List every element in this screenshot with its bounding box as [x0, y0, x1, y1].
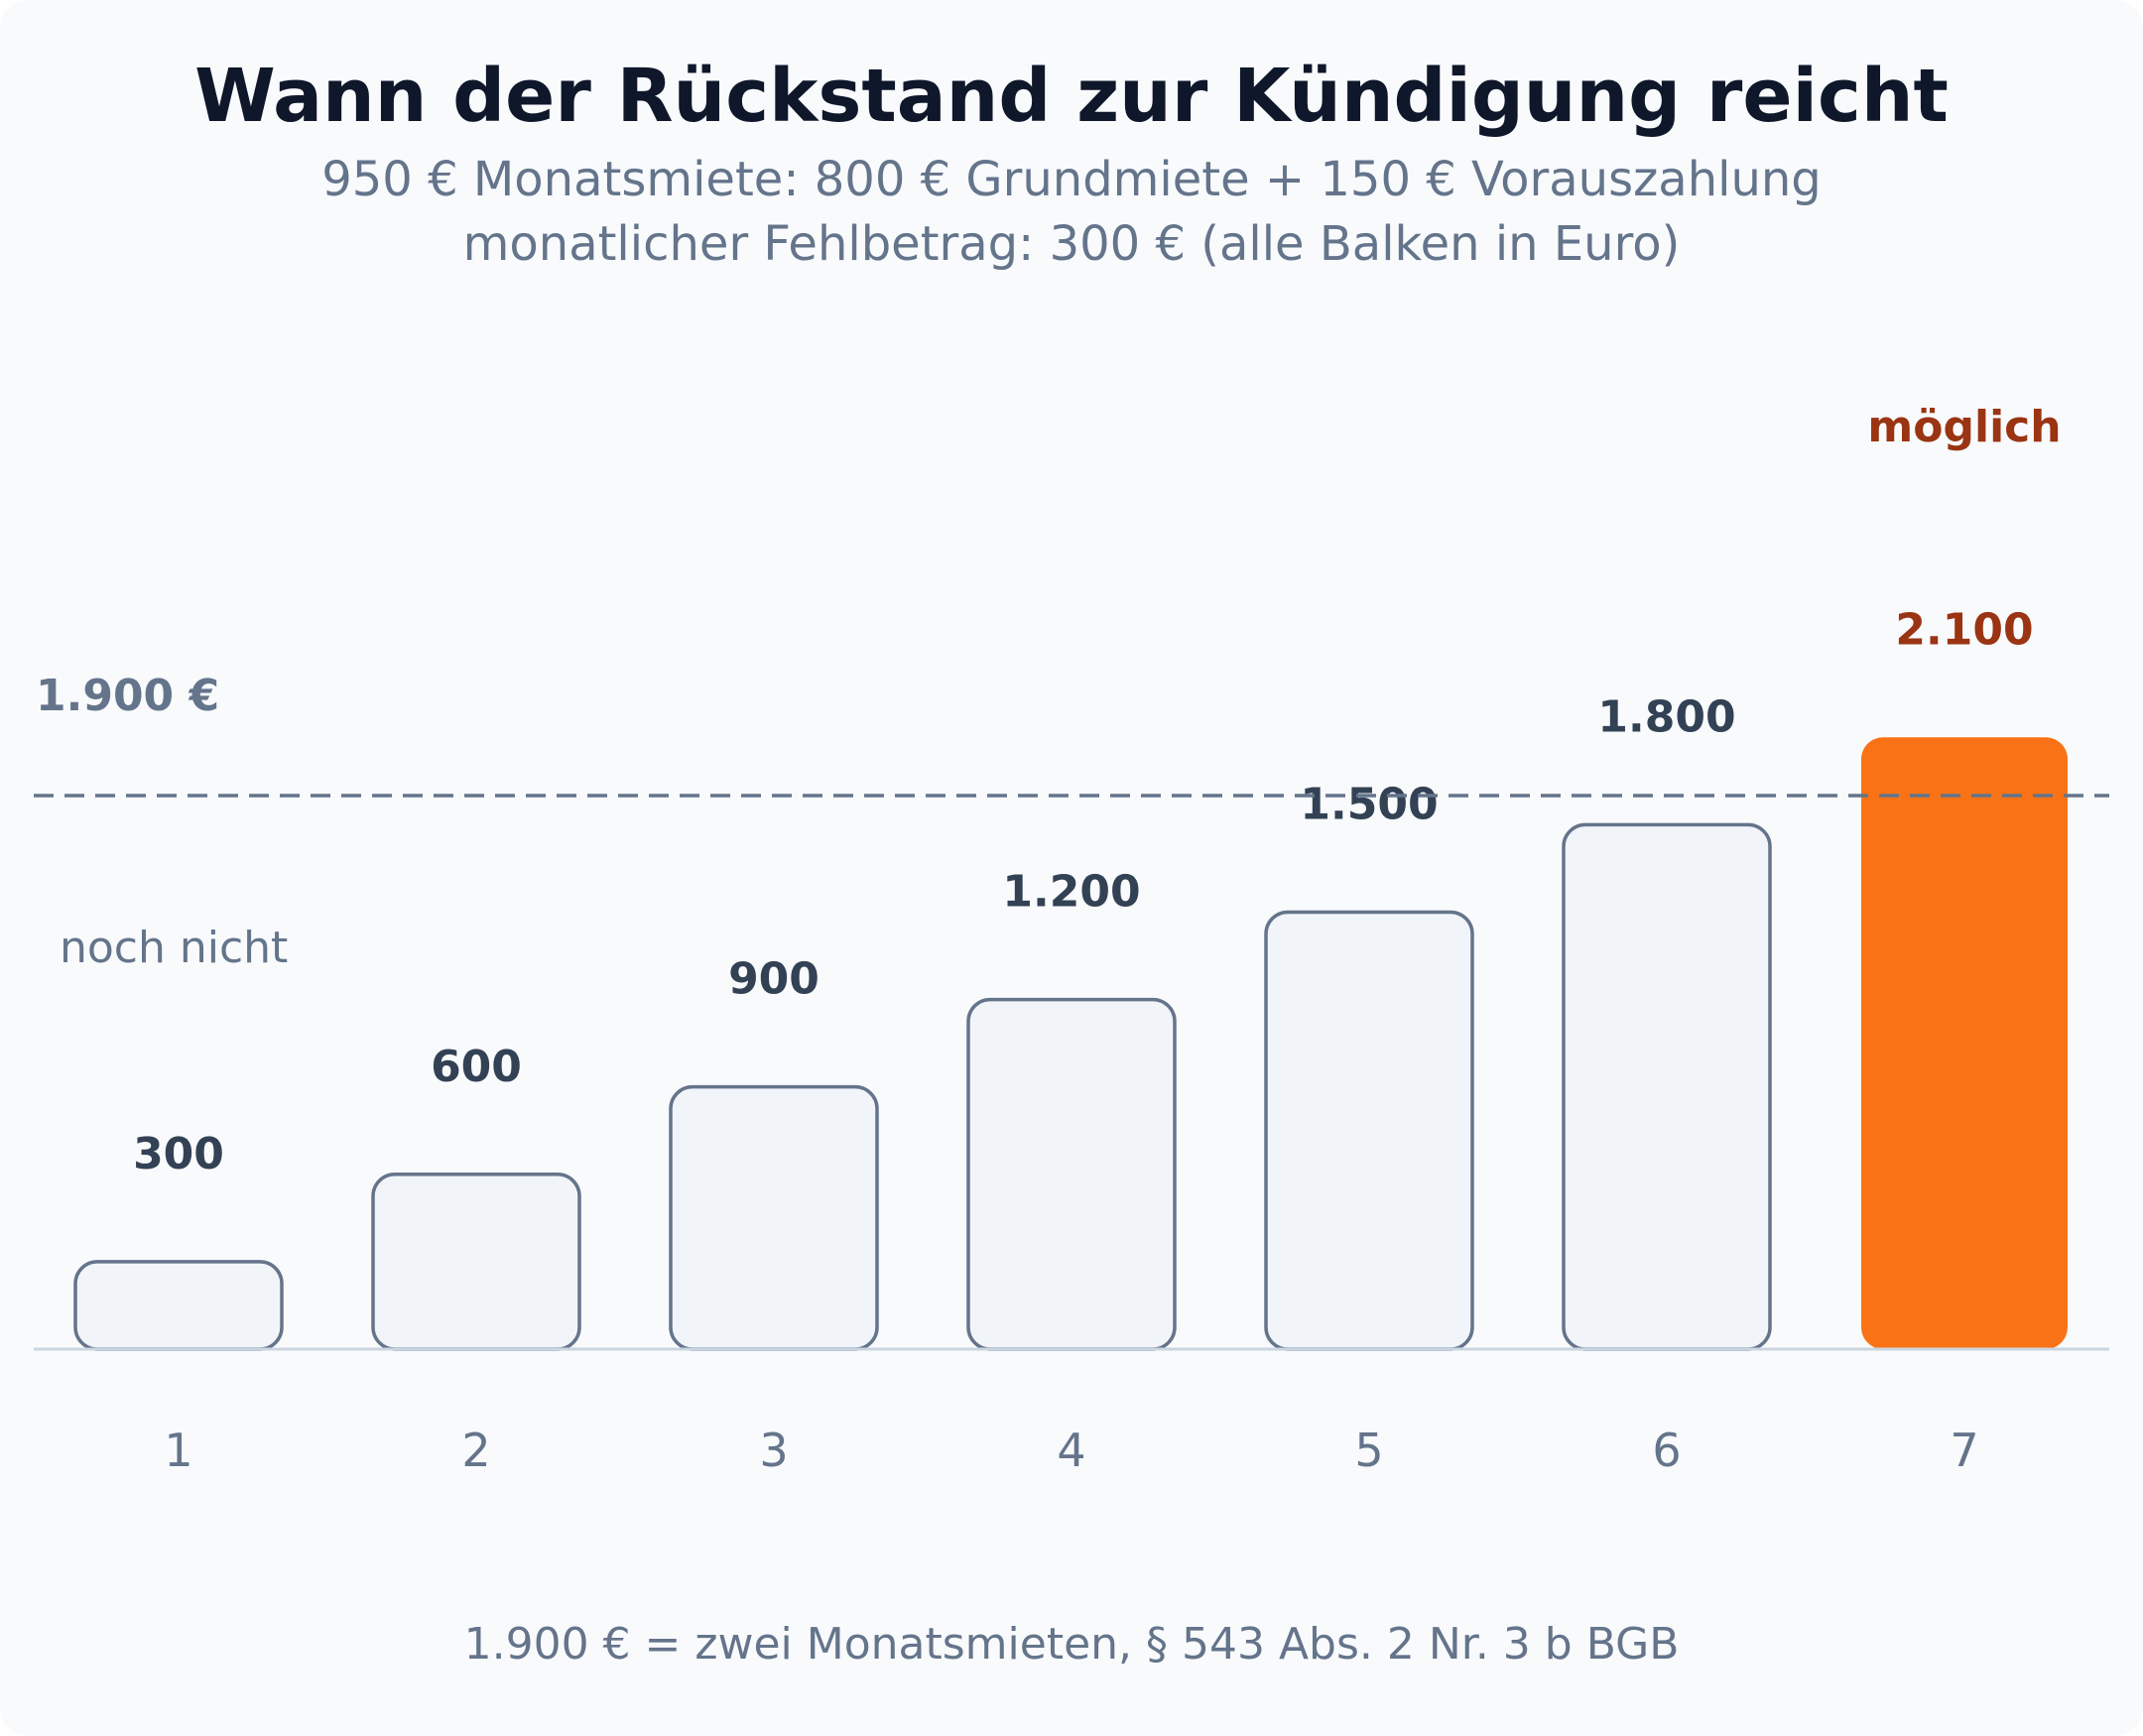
value-label-3: 900 [728, 954, 819, 1005]
bar-1 [73, 1260, 284, 1351]
threshold-label: 1.900 € [36, 671, 219, 721]
bar-2 [371, 1173, 581, 1351]
bar-6 [1562, 822, 1772, 1351]
chart-footnote: 1.900 € = zwei Monatsmieten, § 543 Abs. … [464, 1619, 1680, 1670]
bar-4 [966, 997, 1177, 1351]
value-label-4: 1.200 [1002, 867, 1140, 918]
bar-5 [1264, 910, 1474, 1351]
x-tick-label-7: 7 [1950, 1424, 1978, 1477]
x-tick-label-2: 2 [461, 1424, 490, 1477]
value-labels-group: 300 600 900 1.200 1.500 1.800 2.100 [133, 604, 2034, 1179]
bars-group [73, 737, 2068, 1351]
x-tick-label-5: 5 [1354, 1424, 1383, 1477]
bar-3 [669, 1084, 879, 1351]
bar-7 [1861, 737, 2068, 1349]
x-tick-label-1: 1 [164, 1424, 192, 1477]
chart-subtitle-line-2: monatlicher Fehlbetrag: 300 € (alle Balk… [463, 216, 1681, 272]
value-label-7: 2.100 [1895, 604, 2033, 655]
x-tick-label-6: 6 [1652, 1424, 1681, 1477]
value-label-6: 1.800 [1597, 691, 1735, 742]
x-tick-label-3: 3 [759, 1424, 788, 1477]
value-label-5: 1.500 [1300, 779, 1438, 829]
zone-label-above: möglich [1867, 402, 2061, 452]
chart-title: Wann der Rückstand zur Kündigung reicht [194, 54, 1949, 139]
chart-subtitle-line-1: 950 € Monatsmiete: 800 € Grundmiete + 15… [321, 152, 1822, 207]
x-tick-labels-group: 1 2 3 4 5 6 7 [164, 1424, 1978, 1477]
x-tick-label-4: 4 [1057, 1424, 1085, 1477]
value-label-1: 300 [133, 1129, 224, 1179]
value-label-2: 600 [431, 1042, 522, 1092]
zone-label-below: noch nicht [60, 923, 288, 973]
